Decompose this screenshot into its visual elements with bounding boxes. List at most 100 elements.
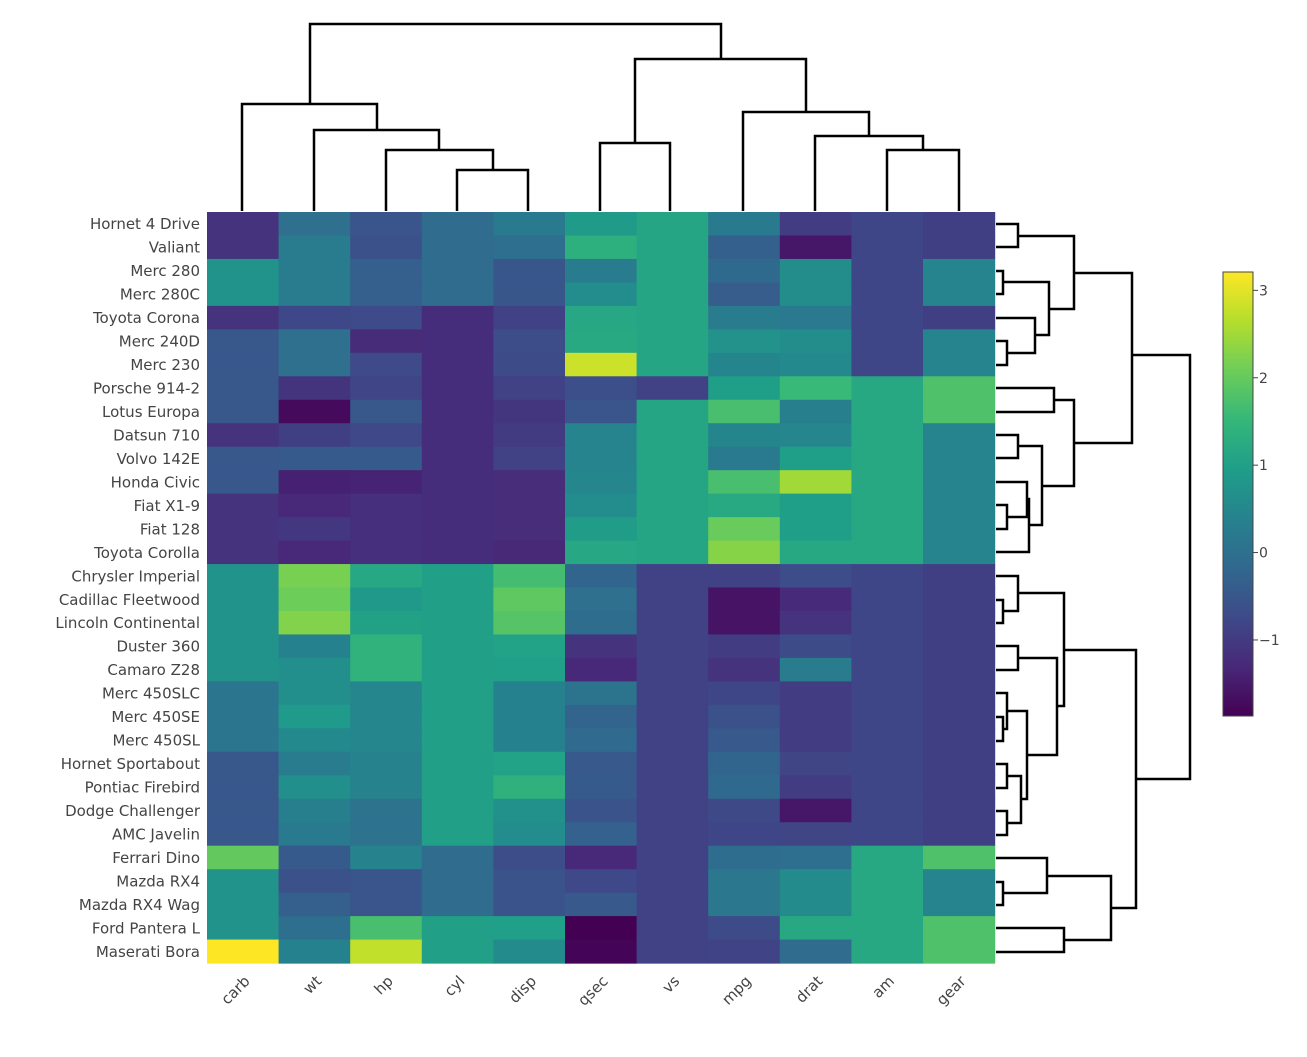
heatmap-cell [851, 728, 924, 753]
heatmap-cell [421, 751, 494, 776]
heatmap-cell [851, 610, 924, 636]
heatmap-cell [708, 775, 781, 800]
heatmap-cell [779, 212, 852, 237]
row-label: Mazda RX4 [116, 872, 200, 890]
heatmap-cell [851, 657, 924, 682]
heatmap-cell [851, 704, 924, 729]
heatmap-cell [278, 470, 351, 495]
row-label: Cadillac Fleetwood [59, 591, 200, 609]
heatmap-cell [493, 423, 566, 448]
heatmap-cell [278, 751, 351, 776]
heatmap-cell [278, 235, 351, 260]
heatmap-cell [421, 493, 494, 518]
heatmap-cell [708, 446, 781, 471]
heatmap-cell [779, 798, 852, 823]
heatmap-cell [779, 634, 852, 659]
heatmap-cell [636, 939, 709, 964]
heatmap-cell [636, 634, 709, 659]
heatmap-cell [708, 540, 781, 565]
heatmap-cell [207, 446, 280, 471]
heatmap-cell [923, 751, 996, 776]
heatmap-cell [493, 305, 566, 330]
heatmap-cell [851, 258, 924, 284]
heatmap-cell [421, 258, 494, 284]
heatmap-cell [708, 657, 781, 682]
heatmap-cell [851, 634, 924, 659]
heatmap-cell [207, 751, 280, 776]
heatmap-cell [493, 282, 566, 307]
row-label: Mazda RX4 Wag [79, 896, 200, 914]
heatmap-cell [350, 657, 423, 682]
heatmap-cell [851, 493, 924, 518]
heatmap-cell [923, 704, 996, 729]
heatmap-cell [278, 681, 351, 706]
heatmap-cell [207, 235, 280, 260]
heatmap-cell [923, 493, 996, 518]
heatmap-cell [493, 587, 566, 612]
heatmap-cell [779, 822, 852, 847]
heatmap-cell [207, 916, 280, 941]
heatmap-cell [851, 845, 924, 870]
heatmap-cell [708, 517, 781, 542]
heatmap-cell [278, 564, 351, 589]
heatmap-cell [207, 564, 280, 589]
heatmap-cell [278, 212, 351, 237]
heatmap-cell [350, 587, 423, 612]
heatmap-cell [565, 352, 638, 377]
heatmap-cell [493, 681, 566, 706]
heatmap-cell [851, 775, 924, 800]
heatmap-cell [923, 235, 996, 260]
heatmap-cell [207, 282, 280, 307]
heatmap-cell [779, 235, 852, 260]
heatmap-cell [565, 892, 638, 917]
heatmap-cell [636, 376, 709, 401]
heatmap-cell [636, 775, 709, 800]
heatmap-cell [278, 282, 351, 307]
heatmap-cell [350, 939, 423, 964]
heatmap-cell [421, 517, 494, 542]
heatmap-cell [207, 587, 280, 612]
heatmap-cell [350, 423, 423, 448]
heatmap-cell [851, 798, 924, 823]
heatmap-cell [493, 352, 566, 377]
heatmap-cell [923, 446, 996, 471]
heatmap-cell [493, 235, 566, 260]
row-labels: Hornet 4 Drive Valiant Merc 280 Merc 280C To… [55, 215, 200, 961]
heatmap-cell [493, 845, 566, 870]
heatmap-cell [779, 564, 852, 589]
heatmap-cell [207, 376, 280, 401]
heatmap-cell [708, 305, 781, 330]
heatmap-cell [923, 916, 996, 941]
heatmap-cell [779, 352, 852, 377]
heatmap-cell [350, 470, 423, 495]
heatmap-cell [207, 775, 280, 800]
heatmap-cell [207, 704, 280, 729]
heatmap-cell [923, 258, 996, 284]
heatmap-cell [493, 258, 566, 284]
heatmap-cell [708, 587, 781, 612]
heatmap-cell [278, 376, 351, 401]
heatmap-cell [493, 822, 566, 847]
heatmap-cell [851, 305, 924, 330]
heatmap-cell [779, 258, 852, 284]
heatmap-cell [565, 798, 638, 823]
colorbar-gradient [1222, 271, 1254, 717]
row-label: Merc 240D [119, 333, 200, 351]
heatmap-cell [207, 517, 280, 542]
row-label: Merc 280 [130, 262, 200, 280]
heatmap-cell [421, 376, 494, 401]
heatmap-cell [923, 869, 996, 894]
heatmap-cell [493, 798, 566, 823]
heatmap-cell [565, 728, 638, 753]
heatmap-cell [779, 939, 852, 964]
heatmap-cell [207, 493, 280, 518]
heatmap-cell [421, 446, 494, 471]
heatmap-cell [636, 751, 709, 776]
heatmap-cell [851, 564, 924, 589]
heatmap-cell [923, 822, 996, 847]
heatmap-cell [636, 869, 709, 894]
heatmap-cell [493, 610, 566, 636]
heatmap-cell [779, 540, 852, 565]
heatmap-cell [493, 728, 566, 753]
heatmap-cell [493, 892, 566, 917]
